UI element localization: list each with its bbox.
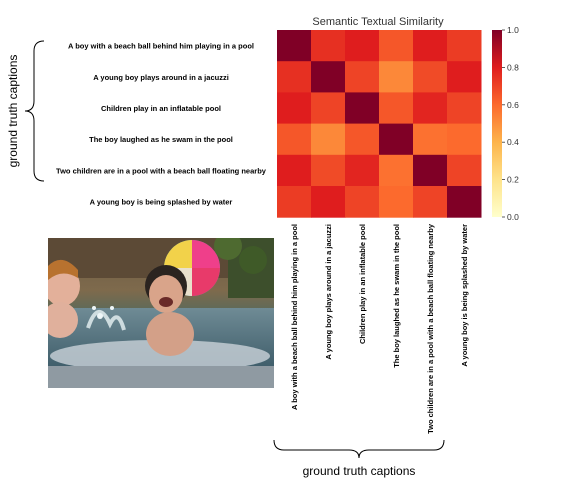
heatmap-cell [447,30,482,62]
row-label: The boy laughed as he swam in the pool [89,135,233,144]
heatmap-cell [413,186,448,218]
colorbar-tick-label: 1.0 [507,25,519,35]
left-brace [24,40,45,182]
heatmap-cell [447,186,482,218]
heatmap-cell [413,154,448,187]
x-axis-label: ground truth captions [303,464,416,478]
heatmap-cell [447,123,482,156]
column-label: Children play in an inflatable pool [358,224,367,344]
heatmap-cell [447,154,482,187]
heatmap-cell [345,154,380,187]
bottom-brace [273,439,445,459]
y-axis-label: ground truth captions [6,55,20,168]
pool-photo [48,238,274,388]
heatmap-cell [447,61,482,93]
column-label: A young boy plays around in a jacuzzi [324,224,333,360]
row-labels: A boy with a beach ball behind him playi… [56,42,267,207]
colorbar [492,30,502,217]
heatmap-cell [345,92,380,125]
row-label: A boy with a beach ball behind him playi… [68,42,254,51]
column-labels: A boy with a beach ball behind him playi… [290,223,469,434]
heatmap-cell [311,30,346,62]
heatmap-cell [277,123,312,156]
heatmap-cell [277,30,312,62]
heatmap-cell [379,186,414,218]
heatmap-cell [413,92,448,125]
heatmap-cell [379,123,414,156]
chart-title: Semantic Textual Similarity [312,16,444,28]
heatmap-cell [379,61,414,93]
heatmap-cell [311,92,346,125]
heatmap-cell [379,154,414,187]
heatmap-cell [379,92,414,125]
colorbar-tick-label: 0.4 [507,137,519,147]
heatmap-cell [277,92,312,125]
column-label: A young boy is being splashed by water [460,224,469,367]
colorbar-tick-label: 0.0 [507,212,519,222]
colorbar-ticks: 1.0 0.8 0.6 0.4 0.2 0.0 [502,25,519,222]
heatmap-cell [345,30,380,62]
heatmap-cell [277,61,312,93]
colorbar-tick-label: 0.6 [507,100,519,110]
heatmap-cell [413,30,448,62]
column-label: The boy laughed as he swam in the pool [392,224,401,368]
heatmap-cell [413,123,448,156]
heatmap-cell [311,61,346,93]
heatmap-cell [413,61,448,93]
column-label: Two children are in a pool with a beach … [426,223,435,434]
heatmap-cell [345,123,380,156]
colorbar-tick-label: 0.2 [507,175,519,185]
heatmap-cell [345,61,380,93]
heatmap-cell [379,30,414,62]
heatmap-cell [345,186,380,218]
heatmap-cells [277,30,482,218]
heatmap-cell [277,186,312,218]
heatmap-cell [311,123,346,156]
row-label: Two children are in a pool with a beach … [56,166,267,175]
row-label: Children play in an inflatable pool [101,104,221,113]
heatmap-cell [311,186,346,218]
column-label: A boy with a beach ball behind him playi… [290,224,299,410]
heatmap-cell [311,154,346,187]
colorbar-tick-label: 0.8 [507,62,519,72]
heatmap-cell [447,92,482,125]
heatmap-cell [277,154,312,187]
row-label: A young boy plays around in a jacuzzi [93,73,229,82]
row-label: A young boy is being splashed by water [90,198,233,207]
